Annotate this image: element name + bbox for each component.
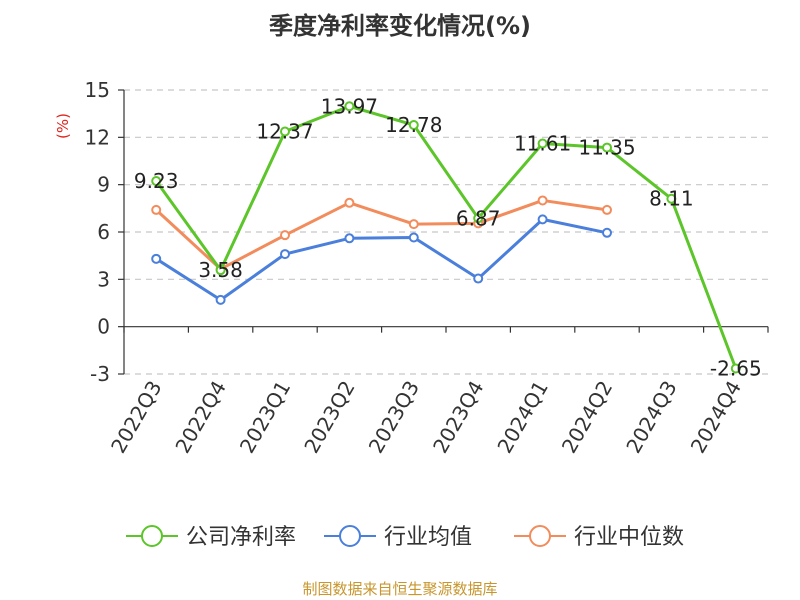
y-tick-label: 9 <box>97 173 110 197</box>
data-labels: 9.23 3.58 12.37 13.97 12.78 6.87 11.61 11.35 8.1… <box>134 94 762 380</box>
data-point <box>280 230 290 241</box>
series-line <box>155 217 608 302</box>
y-tick-label: 6 <box>97 220 110 244</box>
legend-label: 公司净利率 <box>186 525 296 550</box>
source-note: 制图数据来自恒生聚源数据库 <box>302 580 497 598</box>
data-label: 9.23 <box>134 169 179 193</box>
data-point <box>537 195 548 206</box>
x-tick-label: 2023Q4 <box>428 377 488 458</box>
data-point <box>280 249 290 260</box>
data-point <box>344 101 355 112</box>
x-tick-label: 2022Q3 <box>106 377 166 458</box>
data-point <box>537 138 548 149</box>
data-label: 6.87 <box>456 206 501 230</box>
data-point <box>602 142 612 153</box>
grid-lines <box>124 89 768 375</box>
data-label: 11.35 <box>578 136 635 160</box>
x-tick-label: 2023Q1 <box>235 377 295 458</box>
y-tick-label: -3 <box>90 362 110 386</box>
data-point <box>151 204 162 215</box>
series-line <box>154 104 738 370</box>
x-tick-label: 2024Q3 <box>621 377 681 458</box>
data-point <box>344 197 355 208</box>
data-label: 12.78 <box>385 113 442 137</box>
legend-item[interactable]: 行业均值 <box>324 525 472 550</box>
x-tick-label: 2023Q3 <box>364 377 424 458</box>
x-tick-label: 2022Q4 <box>170 377 230 458</box>
legend-label: 行业中位数 <box>574 525 684 550</box>
y-tick-label: 0 <box>97 315 110 339</box>
data-point <box>344 233 355 244</box>
x-tick-label: 2024Q1 <box>492 377 552 458</box>
data-label: 13.97 <box>321 94 378 118</box>
legend[interactable]: 公司净利率 行业均值 行业中位数 <box>126 525 684 550</box>
series-lines <box>151 101 741 374</box>
data-label: 12.37 <box>256 119 313 143</box>
x-tick-label: 2023Q2 <box>299 377 359 458</box>
data-point <box>473 213 484 224</box>
data-label: 8.11 <box>649 187 694 211</box>
data-point <box>602 227 612 238</box>
y-axis-label: (%) <box>54 113 72 139</box>
data-label: 3.58 <box>198 258 243 282</box>
legend-marker <box>529 525 551 547</box>
legend-marker <box>339 525 361 547</box>
legend-label: 行业均值 <box>384 525 472 550</box>
legend-marker <box>141 525 163 547</box>
x-tick-label: 2024Q2 <box>557 377 617 458</box>
data-point <box>280 126 290 137</box>
data-point <box>151 176 162 187</box>
x-tick-label: 2024Q4 <box>686 377 746 458</box>
data-label: -2.65 <box>710 356 762 380</box>
data-point <box>215 294 226 305</box>
data-point <box>408 219 419 230</box>
data-point <box>666 193 677 204</box>
data-point <box>408 232 419 243</box>
chart-title: 季度净利率变化情况(%) <box>269 12 531 40</box>
legend-item[interactable]: 行业中位数 <box>514 525 684 550</box>
y-tick-label: 15 <box>85 78 110 102</box>
data-point <box>151 253 162 264</box>
data-point <box>602 204 612 215</box>
data-point <box>537 214 548 225</box>
data-point <box>473 273 484 284</box>
data-point <box>408 120 419 131</box>
series-line <box>155 198 608 271</box>
legend-item[interactable]: 公司净利率 <box>126 525 296 550</box>
data-label: 11.61 <box>514 131 571 155</box>
data-point <box>215 265 226 276</box>
y-tick-label: 3 <box>97 267 110 291</box>
data-point <box>730 363 741 374</box>
y-tick-label: 12 <box>85 125 110 149</box>
